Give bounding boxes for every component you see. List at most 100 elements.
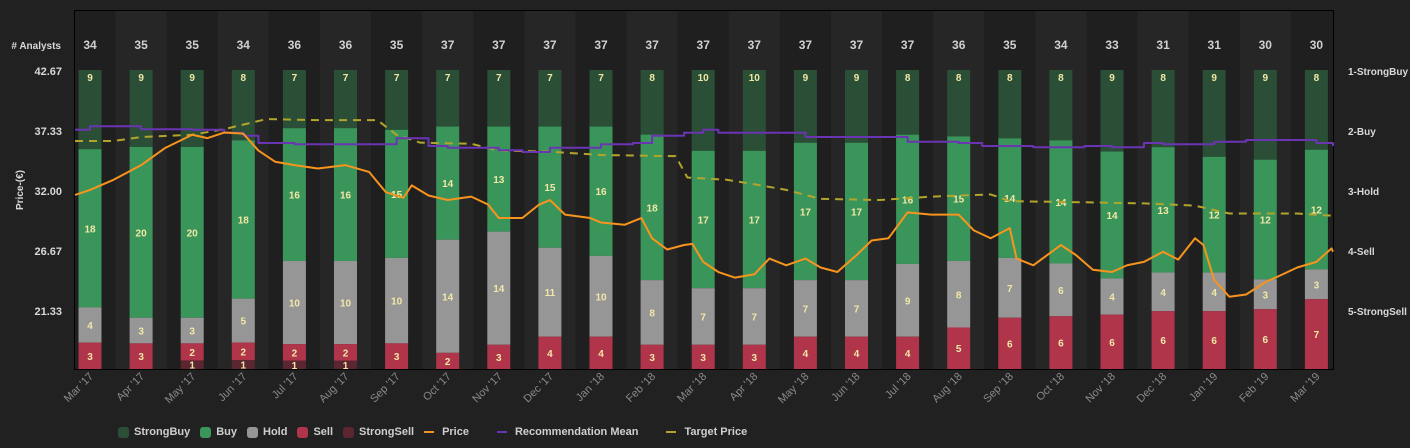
bar-data-label: 17 [851, 207, 863, 218]
legend-label: Recommendation Mean [514, 426, 639, 438]
analyst-count: 37 [748, 38, 762, 52]
legend-swatch [424, 431, 435, 433]
bars: 9184392033920321818521716102171610217151… [78, 70, 1328, 372]
analyst-count: 37 [697, 38, 711, 52]
legend-item-target-price[interactable]: Target Price [666, 426, 747, 438]
x-tick-label: Aug '17 [317, 371, 352, 406]
bar-buy [1100, 151, 1124, 279]
legend-swatch [496, 431, 507, 433]
bar-data-label: 7 [1314, 330, 1320, 341]
bar-strongbuy [1202, 70, 1226, 157]
bar-data-label: 1 [343, 361, 349, 372]
bar-data-label: 8 [1007, 73, 1013, 84]
legend-item-price[interactable]: Price [424, 426, 469, 438]
bar-strongbuy [640, 70, 664, 135]
bar-hold [691, 288, 715, 345]
bar-data-label: 8 [649, 308, 655, 319]
analyst-count: 30 [1310, 38, 1324, 52]
bar-sell [538, 336, 562, 369]
bar-strongbuy [896, 70, 920, 135]
bar-data-label: 14 [1004, 194, 1016, 205]
analyst-count: 36 [288, 38, 302, 52]
bar-strongsell [282, 360, 306, 369]
bar-sell [180, 343, 204, 361]
bar-sell [640, 344, 664, 369]
legend-label: Target Price [684, 426, 748, 438]
legend-label: Hold [263, 426, 288, 438]
bar-data-label: 16 [902, 195, 914, 206]
legend-item-strongsell[interactable]: StrongSell [343, 426, 414, 438]
x-tick-label: May '18 [776, 371, 811, 406]
bar-data-label: 2 [292, 348, 298, 359]
bar-data-label: 7 [496, 73, 502, 84]
analyst-count: 37 [799, 38, 813, 52]
bar-buy [436, 126, 460, 240]
bar-data-label: 15 [953, 195, 965, 206]
bar-sell [334, 344, 357, 361]
legend-item-buy[interactable]: Buy [200, 426, 237, 438]
x-tick-label: Oct '17 [421, 371, 454, 404]
legend-item-strongbuy[interactable]: StrongBuy [118, 426, 190, 438]
bar-data-label: 14 [442, 292, 454, 303]
bar-data-label: 9 [1109, 73, 1115, 84]
legend-swatch [200, 426, 212, 438]
bar-data-label: 9 [803, 73, 809, 84]
bar-data-label: 8 [1058, 73, 1064, 84]
legend-swatch [247, 426, 259, 438]
bar-hold [998, 257, 1022, 318]
bar-data-label: 10 [391, 297, 403, 308]
bar-data-label: 8 [1160, 73, 1166, 84]
bar-sell [998, 317, 1022, 369]
bar-data-label: 4 [1160, 288, 1166, 299]
y-tick-label: 26.67 [34, 246, 62, 258]
bar-data-label: 4 [803, 349, 809, 360]
bar-hold [436, 239, 460, 353]
x-tick-label: Jul '18 [883, 371, 914, 402]
x-tick-label: May '17 [163, 371, 198, 406]
x-tick-label: Sep '17 [368, 371, 403, 406]
bar-data-label: 6 [1058, 339, 1064, 350]
bar-hold [487, 231, 511, 345]
bar-data-label: 7 [292, 73, 298, 84]
bar-sell [231, 342, 255, 361]
bar-data-label: 7 [445, 73, 451, 84]
legend-item-recommendation-mean[interactable]: Recommendation Mean [496, 426, 639, 438]
x-tick-label: Nov '17 [470, 371, 505, 406]
target-price-line [75, 118, 1334, 217]
bar-data-label: 4 [1211, 288, 1217, 299]
bar-buy [845, 142, 868, 281]
bar-sell [691, 344, 715, 369]
bar-sell [282, 344, 306, 361]
price-line [74, 131, 1334, 298]
bar-data-label: 8 [241, 73, 247, 84]
bar-hold [589, 255, 613, 337]
bar-buy [129, 146, 153, 318]
analyst-count: 37 [441, 38, 455, 52]
bar-sell [385, 343, 409, 369]
legend-swatch [343, 426, 355, 438]
x-tick-label: Dec '17 [521, 371, 556, 406]
bar-hold [742, 288, 766, 345]
bar-data-label: 4 [87, 321, 93, 332]
bar-data-label: 4 [598, 349, 604, 360]
analyst-count: 34 [83, 38, 97, 52]
bar-strongbuy [793, 70, 817, 143]
x-tick-label: Jun '17 [216, 371, 249, 404]
bar-data-label: 8 [956, 290, 962, 301]
bar-data-label: 3 [138, 327, 144, 338]
bar-buy [78, 149, 102, 308]
bar-data-label: 10 [698, 73, 710, 84]
bar-data-label: 6 [1007, 339, 1013, 350]
x-tick-label: Jul '17 [270, 371, 301, 402]
bar-data-label: 3 [752, 353, 758, 364]
bar-hold [1049, 263, 1073, 317]
bar-buy [947, 136, 971, 262]
analyst-count: 35 [134, 38, 148, 52]
recommendation-mean-line [75, 125, 1334, 153]
x-tick-label: Jun '18 [829, 371, 862, 404]
legend-item-sell[interactable]: Sell [297, 426, 333, 438]
analyst-count: 35 [1003, 38, 1017, 52]
legend-item-hold[interactable]: Hold [247, 426, 287, 438]
y2-tick-label: 2-Buy [1348, 127, 1376, 138]
bar-sell [896, 336, 920, 369]
